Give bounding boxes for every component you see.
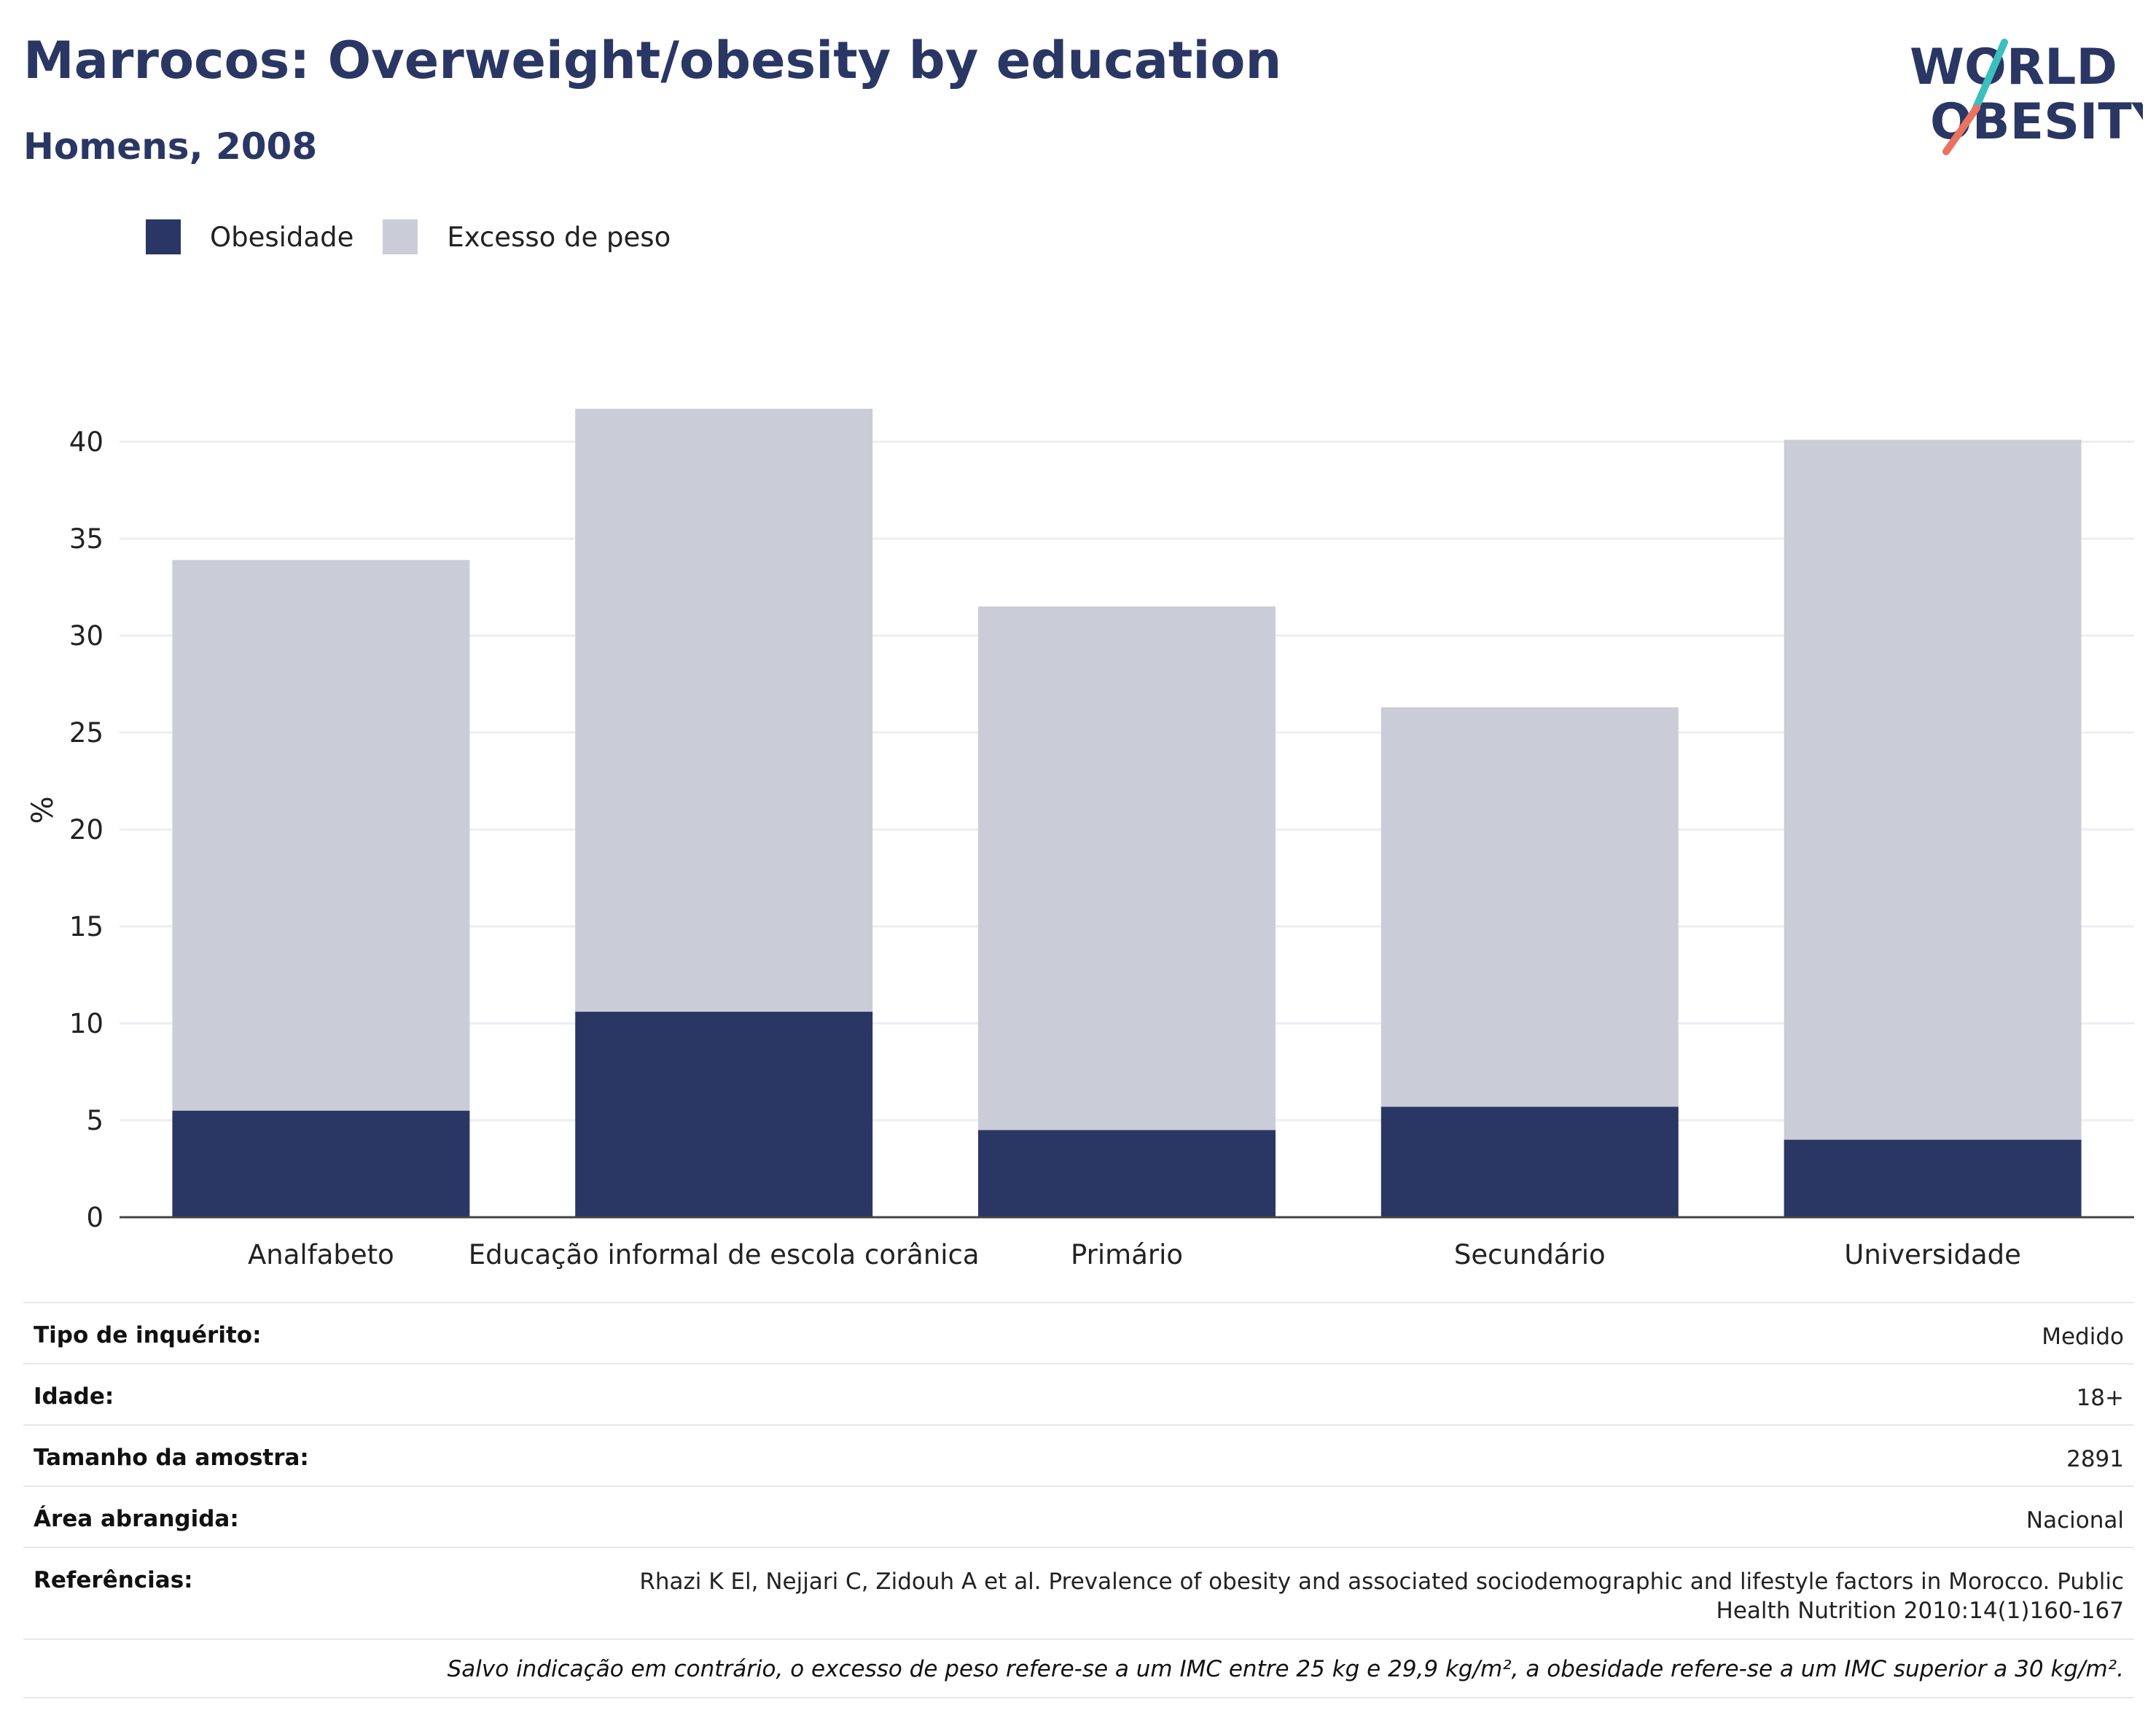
legend-swatch-obesidade: [146, 219, 181, 254]
bar-excesso-de-peso: [1784, 440, 2082, 1140]
footnote: Salvo indicação em contrário, o excesso …: [23, 1639, 2134, 1698]
x-tick-label: Analfabeto: [248, 1239, 394, 1270]
meta-value: Nacional: [2026, 1507, 2124, 1534]
chart-legend: Obesidade Excesso de peso: [146, 219, 700, 255]
meta-row-references: Referências: Rhazi K El, Nejjari C, Zido…: [23, 1547, 2134, 1639]
meta-value: 18+: [2076, 1385, 2124, 1411]
legend-item-excesso-de-peso[interactable]: Excesso de peso: [383, 219, 671, 254]
bar-obesidade: [1784, 1139, 2082, 1217]
logo-slash-coral: [1942, 104, 1980, 155]
meta-value: Medido: [2042, 1324, 2124, 1350]
meta-row-survey-type: Tipo de inquérito: Medido: [23, 1302, 2134, 1363]
meta-row-area: Área abrangida: Nacional: [23, 1485, 2134, 1547]
y-tick-label: 40: [69, 426, 103, 458]
bar-obesidade: [575, 1012, 873, 1217]
bar-chart: 0 5 10 15 20 25 30 35 40% Analfabeto Educação info…: [26, 408, 2134, 1270]
bar-excesso-de-peso: [172, 560, 470, 1111]
bar-obesidade: [978, 1130, 1276, 1217]
legend-item-obesidade[interactable]: Obesidade: [146, 219, 354, 254]
y-tick-label: 20: [69, 814, 103, 845]
legend-label-excesso-de-peso: Excesso de peso: [447, 221, 671, 253]
meta-key: Referências:: [34, 1567, 193, 1593]
y-tick-label: 10: [69, 1008, 103, 1039]
bar-excesso-de-peso: [575, 408, 873, 1012]
bar-obesidade: [1380, 1106, 1679, 1217]
x-tick-label: Secundário: [1454, 1239, 1606, 1270]
chart-title: Marrocos: Overweight/obesity by educatio…: [23, 31, 1282, 90]
x-tick-label: Educação informal de escola corânica: [469, 1239, 980, 1270]
meta-value: 2891: [2066, 1446, 2124, 1472]
legend-label-obesidade: Obesidade: [210, 221, 354, 253]
y-tick-label: 5: [86, 1105, 103, 1136]
bar-excesso-de-peso: [978, 606, 1276, 1130]
bar-excesso-de-peso: [1380, 707, 1679, 1107]
legend-swatch-excesso-de-peso: [383, 219, 418, 254]
meta-key: Tipo de inquérito:: [34, 1322, 262, 1348]
y-tick-label: 15: [69, 911, 103, 942]
x-tick-label: Primário: [1071, 1239, 1183, 1270]
survey-metadata: Tipo de inquérito: Medido Idade: 18+ Tam…: [23, 1302, 2134, 1698]
logo-text-line1: WORLD: [1910, 39, 2117, 96]
logo-slash-teal: [1972, 39, 2008, 113]
chart-subtitle: Homens, 2008: [23, 125, 318, 168]
y-tick-label: 25: [69, 717, 103, 749]
y-tick-label: 30: [69, 620, 103, 652]
meta-key: Área abrangida:: [34, 1506, 239, 1532]
meta-key: Idade:: [34, 1383, 114, 1410]
y-axis-label: %: [26, 796, 60, 824]
y-tick-label: 0: [86, 1202, 103, 1233]
y-tick-label: 35: [69, 523, 103, 555]
x-tick-label: Universidade: [1844, 1239, 2021, 1270]
world-obesity-logo: WORLD OBESITY: [1910, 39, 2143, 155]
meta-row-sample-size: Tamanho da amostra: 2891: [23, 1424, 2134, 1485]
meta-key: Tamanho da amostra:: [34, 1445, 309, 1471]
meta-row-age: Idade: 18+: [23, 1363, 2134, 1424]
bar-obesidade: [172, 1110, 470, 1217]
meta-value-reference: Rhazi K El, Nejjari C, Zidouh A et al. P…: [639, 1569, 2124, 1624]
